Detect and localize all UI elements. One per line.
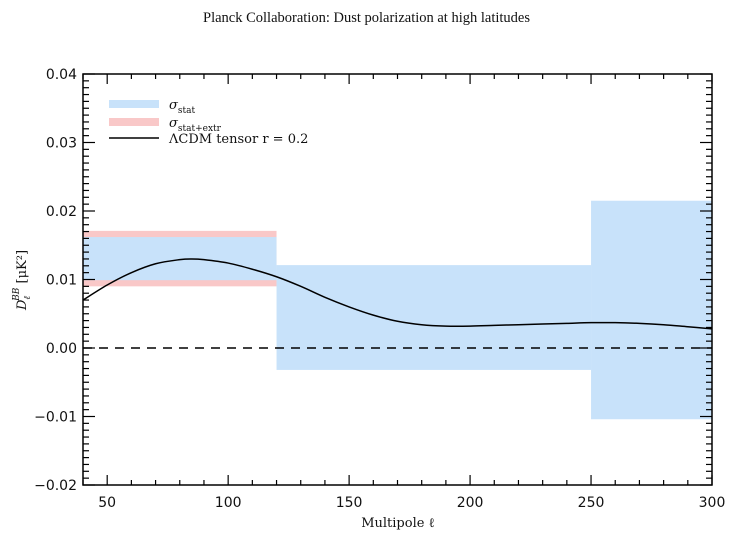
curve-group	[82, 258, 713, 330]
y-tick-label: 0.03	[46, 136, 77, 152]
legend-label-2: ΛCDM tensor r = 0.2	[168, 132, 308, 147]
x-tick-label: 50	[98, 495, 116, 511]
y-tick-label: 0.01	[46, 273, 77, 289]
y-axis-label: DℓBB [μK²]	[12, 250, 33, 311]
page-title: Planck Collaboration: Dust polarization …	[203, 10, 530, 26]
lcdm-tensor-curve	[82, 258, 713, 330]
x-tick-label: 250	[578, 495, 605, 511]
x-tick-label: 150	[336, 495, 363, 511]
stat-box-2	[591, 200, 712, 420]
legend-label-0: σstat	[169, 98, 195, 116]
x-axis-label: Multipole ℓ	[361, 516, 435, 531]
error-boxes	[83, 200, 712, 420]
y-tick-label: 0.02	[46, 204, 77, 220]
stat-box-0	[83, 237, 277, 281]
y-tick-label: 0.00	[46, 341, 77, 357]
stat-box-1	[276, 265, 592, 370]
legend-swatch-1	[109, 118, 159, 126]
y-axis-label-text: DℓBB [μK²]	[12, 250, 33, 311]
x-tick-label: 200	[457, 495, 484, 511]
axes	[82, 73, 713, 486]
legend-swatch-0	[109, 100, 159, 108]
y-tick-label: 0.04	[46, 67, 77, 83]
x-tick-label: 300	[699, 495, 726, 511]
y-tick-label: −0.02	[34, 478, 77, 494]
tick-labels: 50 100 150 200 250 300 −0.02 −0.01 0.00 0.01 0.02 0…	[34, 67, 725, 511]
y-tick-label: −0.01	[34, 410, 77, 426]
legend-label-1: σstat+extr	[169, 116, 222, 134]
x-tick-label: 100	[215, 495, 242, 511]
